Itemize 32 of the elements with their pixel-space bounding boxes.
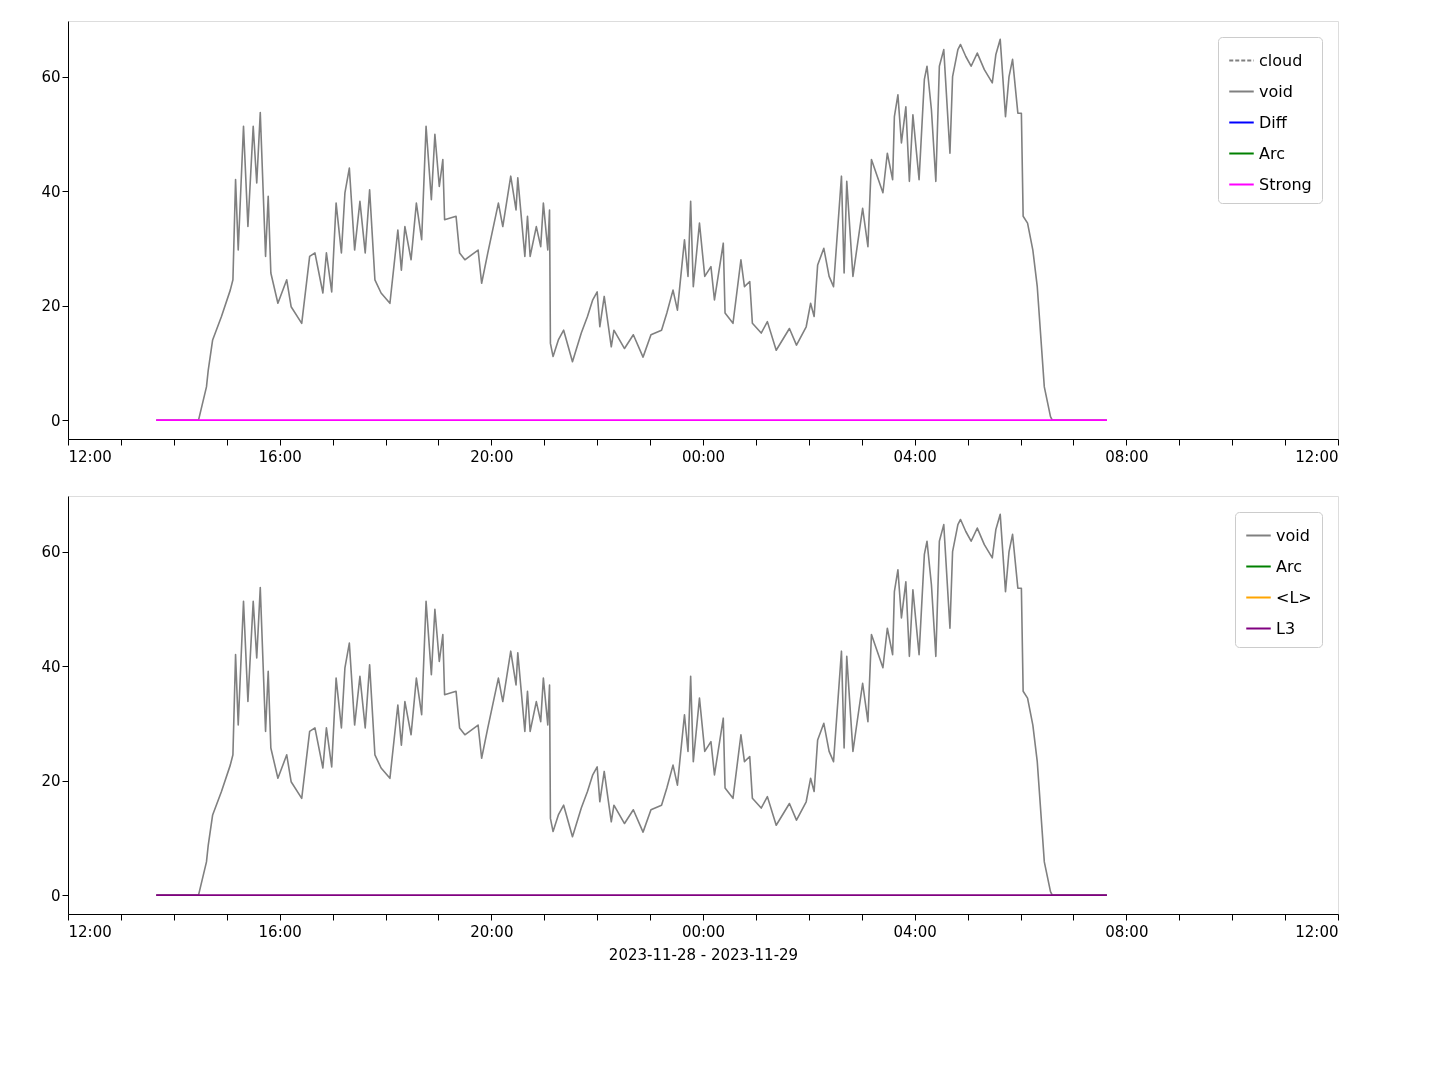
x-tick-label: 00:00 [681, 447, 726, 466]
x-tick-label: 04:00 [893, 922, 937, 941]
x-axis-title: 2023-11-28 - 2023-11-29 [608, 945, 799, 964]
x-tick-label: 16:00 [258, 922, 302, 941]
x-tick-label: 04:00 [893, 447, 937, 466]
legend-label: Strong [1259, 174, 1312, 194]
legend-label: cloud [1259, 50, 1303, 70]
x-tick-label: 12:00 [1295, 447, 1339, 466]
legend-label: void [1276, 525, 1310, 545]
y-tick-label: 60 [41, 543, 61, 562]
legend-label: void [1259, 81, 1293, 101]
x-tick-label: 12:00 [68, 922, 112, 941]
y-tick-label: 20 [41, 297, 61, 316]
x-tick-label: 08:00 [1105, 447, 1149, 466]
x-tick-label: 08:00 [1105, 922, 1149, 941]
x-tick-label: 12:00 [1295, 922, 1339, 941]
x-tick-label: 00:00 [681, 922, 726, 941]
y-tick-label: 0 [50, 411, 61, 430]
x-tick-label: 12:00 [68, 447, 112, 466]
x-tick-label: 20:00 [470, 447, 514, 466]
legend-label: Diff [1259, 112, 1288, 132]
y-tick-label: 40 [41, 182, 61, 201]
y-tick-label: 40 [41, 657, 61, 676]
legend-label: <L> [1276, 587, 1312, 607]
x-tick-label: 20:00 [470, 922, 514, 941]
y-tick-label: 0 [50, 886, 61, 905]
x-tick-label: 16:00 [258, 447, 302, 466]
legend-label: Arc [1259, 143, 1285, 163]
legend-label: L3 [1276, 618, 1296, 638]
legend-label: Arc [1276, 556, 1302, 576]
y-tick-label: 20 [41, 772, 61, 791]
y-tick-label: 60 [41, 68, 61, 87]
